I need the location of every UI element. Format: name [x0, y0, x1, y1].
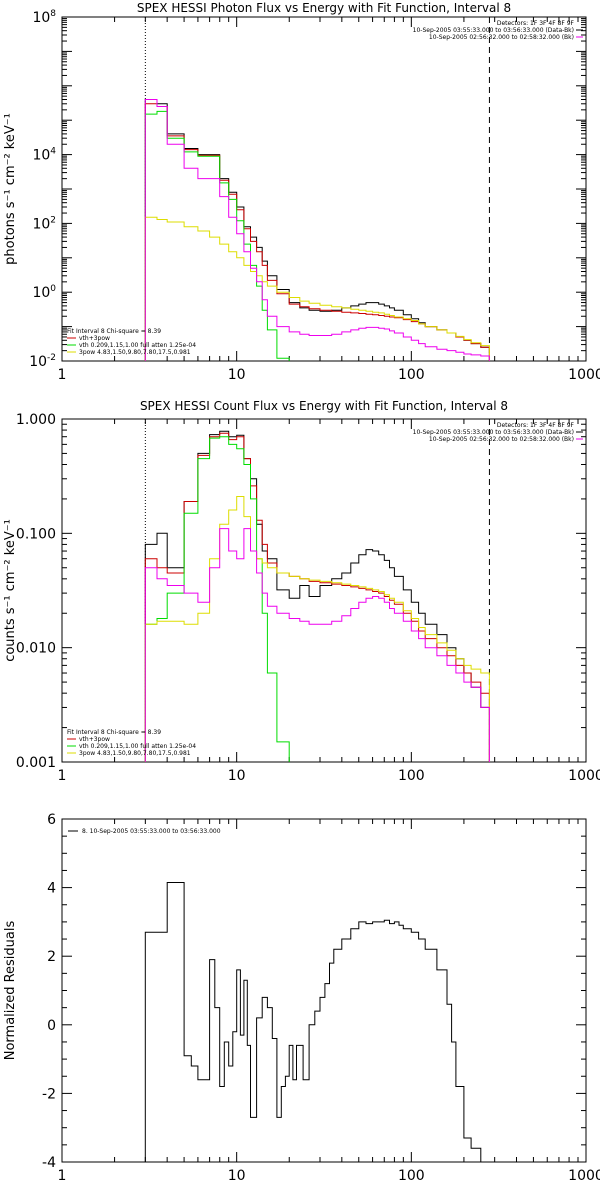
chart-title: SPEX HESSI Count Flux vs Energy with Fit…	[140, 399, 508, 413]
series-line-2	[144, 103, 490, 361]
series-line-1	[144, 882, 490, 1162]
series-line-3	[144, 110, 290, 361]
x-tick-label: 1000	[568, 1168, 600, 1184]
y-tick-exponent: 8	[50, 9, 56, 19]
legend-bottom-entry: 3pow 4.83,1.50,9.80,7.80,17.5,0.981	[79, 349, 191, 356]
legend-bottom-entry: Fit Interval 8 Chi-square = 8.39	[67, 328, 161, 335]
y-tick-label: 108	[32, 9, 56, 26]
y-tick-exponent: 4	[50, 147, 56, 157]
legend-bottom: Fit Interval 8 Chi-square = 8.39vth+3pow…	[67, 729, 196, 757]
series-line-5	[144, 99, 490, 361]
panel-2: SPEX HESSI Count Flux vs Energy with Fit…	[3, 399, 600, 784]
x-tick-label: 1	[58, 367, 67, 383]
y-tick-exponent: -2	[47, 353, 56, 363]
legend-top-entry: 10-Sep-2005 02:56:32.000 to 02:58:32.000…	[429, 34, 574, 41]
y-tick-label: 0.010	[16, 641, 56, 657]
series-line-1	[144, 99, 490, 361]
x-tick-label: 1000	[568, 768, 600, 784]
y-tick-label: 0.001	[16, 755, 56, 771]
series-group	[144, 99, 490, 361]
y-tick-label: 104	[32, 147, 56, 164]
x-tick-label: 1	[58, 1168, 67, 1184]
x-tick-label: 100	[398, 768, 425, 784]
x-tick-label: 10	[228, 1168, 246, 1184]
x-tick-label: 10	[228, 768, 246, 784]
legend-bottom-entry: Fit Interval 8 Chi-square = 8.39	[67, 729, 161, 736]
y-tick-exponent: 0	[50, 284, 56, 294]
legend-bottom-entry: vth+3pow	[79, 335, 110, 342]
y-axis-label: photons s⁻¹ cm⁻² keV⁻¹	[3, 113, 18, 265]
x-tick-label: 10	[228, 367, 246, 383]
panel-1: SPEX HESSI Photon Flux vs Energy with Fi…	[3, 1, 600, 383]
legend-bottom-entry: vth+3pow	[79, 736, 110, 743]
y-tick-label: 1.000	[16, 412, 56, 428]
y-tick-exponent: 2	[50, 215, 56, 225]
plot-frame	[61, 818, 587, 1163]
y-tick-label: 0	[47, 1018, 56, 1034]
y-tick-base: 10	[29, 354, 47, 370]
legend-bottom-entry: 3pow 4.83,1.50,9.80,7.80,17.5,0.981	[79, 750, 191, 757]
legend-top-entry: 10-Sep-2005 03:55:33.000 to 03:56:33.000…	[413, 429, 574, 436]
y-tick-label: 100	[32, 284, 56, 301]
y-tick-base: 10	[32, 285, 50, 301]
legend-top-entry: 10-Sep-2005 03:55:33.000 to 03:56:33.000…	[413, 27, 574, 34]
y-axis-label: Normalized Residuals	[3, 921, 18, 1061]
y-tick-label: -2	[42, 1086, 56, 1102]
legend-entry: 8. 10-Sep-2005 03:55:33.000 to 03:56:33.…	[82, 828, 221, 835]
legend-bottom-entry: vth 0.209,1.15,1.00 full atten 1.25e-04	[79, 743, 196, 750]
legend-bottom-entry: vth 0.209,1.15,1.00 full atten 1.25e-04	[79, 342, 196, 349]
y-tick-base: 10	[32, 148, 50, 164]
series-group	[144, 430, 490, 762]
y-tick-base: 10	[32, 10, 50, 26]
y-tick-base: 10	[32, 216, 50, 232]
x-tick-label: 100	[398, 367, 425, 383]
panel-3: Normalized Residuals 1 10 100 1000 -4 -2 0 2 4 6 8.…	[3, 812, 600, 1184]
series-line-2	[144, 432, 490, 762]
y-axis-label: counts s⁻¹ cm⁻² keV⁻¹	[3, 519, 18, 662]
series-line-4	[144, 496, 490, 762]
legend-top-entry: Detectors: 1F 3F 4F 8F 9F	[497, 422, 575, 429]
y-tick-label: 0.100	[16, 526, 56, 542]
series-line-3	[144, 436, 290, 762]
series-line-4	[144, 216, 490, 361]
series-line-5	[144, 528, 490, 762]
y-tick-label: 102	[32, 215, 56, 232]
y-tick-label: 2	[47, 949, 56, 965]
plot-frame	[61, 418, 587, 763]
series-line-1	[144, 430, 490, 762]
plot-frame	[61, 16, 587, 362]
chart-title: SPEX HESSI Photon Flux vs Energy with Fi…	[137, 1, 511, 15]
y-tick-label: 4	[47, 881, 56, 897]
x-tick-label: 1	[58, 768, 67, 784]
y-tick-label: 10-2	[29, 353, 56, 370]
x-tick-label: 1000	[568, 367, 600, 383]
legend-top-entry: Detectors: 1F 3F 4F 8F 9F	[497, 20, 575, 27]
legend-top-entry: 10-Sep-2005 02:56:32.000 to 02:58:32.000…	[429, 436, 574, 443]
y-tick-label: 6	[47, 812, 56, 828]
series-group	[144, 882, 490, 1162]
legend-bottom: Fit Interval 8 Chi-square = 8.39vth+3pow…	[67, 328, 196, 356]
x-tick-label: 100	[398, 1168, 425, 1184]
y-tick-label: -4	[42, 1155, 56, 1171]
